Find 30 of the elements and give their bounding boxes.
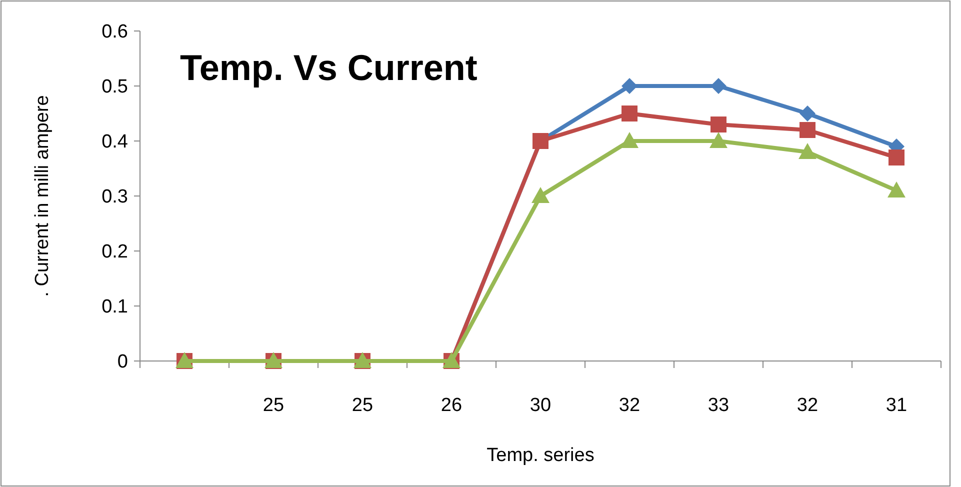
x-tick-label: 26 bbox=[440, 395, 462, 416]
point bbox=[710, 116, 726, 132]
x-tick-label: 33 bbox=[708, 395, 730, 416]
point bbox=[710, 132, 728, 148]
y-tick-label: 0.3 bbox=[102, 186, 128, 208]
x-tick-label: 31 bbox=[886, 395, 908, 416]
point bbox=[620, 132, 638, 148]
y-tick-label: 0.4 bbox=[102, 132, 128, 153]
y-tick-label: 0.2 bbox=[102, 242, 128, 263]
point bbox=[800, 106, 816, 122]
point bbox=[888, 150, 904, 166]
y-axis-title: . Current in milli ampere bbox=[32, 95, 53, 297]
x-tick-label: 32 bbox=[618, 395, 640, 416]
x-tick-label: 25 bbox=[262, 395, 284, 416]
x-tick-label: 25 bbox=[352, 395, 374, 416]
y-tick-label: 0.6 bbox=[102, 22, 128, 43]
point bbox=[888, 182, 906, 198]
point bbox=[622, 106, 638, 122]
x-tick-label: 32 bbox=[796, 395, 818, 416]
y-tick-label: 0 bbox=[117, 352, 128, 373]
point bbox=[710, 78, 726, 94]
text: Temp. Vs Current bbox=[180, 47, 478, 88]
point bbox=[622, 78, 638, 94]
y-tick-label: 0.1 bbox=[102, 296, 128, 318]
point bbox=[798, 143, 816, 159]
point bbox=[800, 122, 816, 138]
x-tick-label: 30 bbox=[530, 395, 552, 416]
x-axis-title: Temp. series bbox=[486, 445, 594, 466]
point bbox=[532, 187, 550, 203]
y-tick-label: 0.5 bbox=[102, 76, 128, 98]
